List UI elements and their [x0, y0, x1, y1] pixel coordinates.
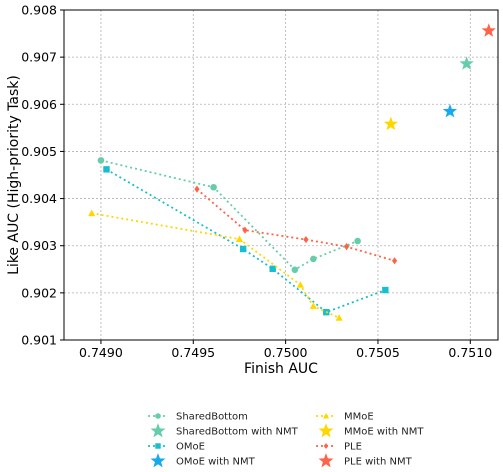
legend: SharedBottom SharedBottom with NMT OMoE OMo…: [148, 412, 424, 468]
data-point: [269, 265, 276, 273]
x-tick-label: 0.7490: [79, 345, 123, 360]
x-tick-label: 0.7495: [171, 345, 215, 360]
legend-marker: [150, 453, 166, 468]
data-point: [242, 226, 248, 234]
legend-label: MMoE with NMT: [344, 427, 424, 438]
grid: [64, 9, 498, 341]
legend-item: MMoE with NMT: [318, 423, 424, 438]
series-4: [88, 209, 343, 321]
data-point: [291, 266, 299, 274]
data-point: [210, 183, 217, 191]
series-line: [196, 188, 395, 262]
legend-marker: [155, 443, 161, 449]
y-tick-label: 0.904: [21, 191, 57, 206]
data-point: [194, 185, 200, 193]
legend-item: SharedBottom with NMT: [150, 423, 299, 438]
data-point: [296, 281, 304, 288]
data-point: [459, 56, 474, 70]
legend-item: MMoE: [316, 412, 374, 423]
y-tick-label: 0.907: [21, 50, 57, 65]
data-point: [309, 302, 317, 309]
y-tick-label: 0.903: [21, 238, 57, 253]
y-tick-label: 0.908: [21, 3, 57, 18]
legend-marker: [318, 453, 334, 468]
legend-label: PLE with NMT: [344, 457, 413, 468]
legend-item: PLE: [316, 442, 362, 453]
data-point: [310, 255, 317, 263]
data-point: [88, 209, 96, 217]
legend-label: SharedBottom: [176, 412, 248, 423]
y-tick-label: 0.901: [21, 333, 57, 348]
y-tick-label: 0.902: [21, 285, 57, 300]
data-point: [235, 235, 244, 242]
data-point: [383, 116, 399, 131]
plot-frame: [63, 9, 499, 341]
data-point: [442, 103, 458, 118]
series-1: [459, 56, 474, 70]
legend-item: PLE with NMT: [318, 453, 413, 468]
y-tick-label: 0.906: [21, 97, 57, 112]
legend-label: OMoE: [176, 442, 205, 453]
legend-item: OMoE with NMT: [150, 453, 256, 468]
series-5: [383, 116, 399, 131]
data-point: [335, 314, 343, 321]
series-line: [100, 159, 358, 271]
legend-marker: [150, 423, 166, 438]
x-axis-label: Finish AUC: [244, 361, 318, 377]
legend-marker: [322, 412, 330, 419]
data-point: [103, 166, 110, 173]
series-7: [481, 23, 496, 37]
series-0: [97, 157, 361, 274]
data-point: [239, 245, 247, 253]
y-axis-label: Like AUC (High-priority Task): [6, 75, 22, 275]
legend-item: OMoE: [148, 442, 205, 453]
legend-label: MMoE: [344, 412, 374, 423]
data-point: [391, 257, 398, 265]
x-tick-label: 0.7510: [448, 345, 492, 360]
series-line: [106, 168, 386, 314]
legend-marker: [155, 413, 161, 419]
data-point: [343, 243, 350, 251]
data-point: [382, 286, 389, 294]
x-tick-label: 0.7500: [264, 345, 308, 360]
legend-label: OMoE with NMT: [176, 457, 256, 468]
series-line: [91, 212, 340, 319]
legend-item: SharedBottom: [148, 412, 248, 423]
legend-label: SharedBottom with NMT: [176, 427, 299, 438]
legend-marker: [323, 442, 329, 450]
data-point: [481, 23, 496, 37]
x-tick-label: 0.7505: [356, 345, 400, 360]
legend-label: PLE: [344, 442, 362, 453]
data-point: [97, 157, 105, 164]
legend-marker: [318, 423, 334, 438]
y-tick-label: 0.905: [21, 144, 57, 159]
data-point: [354, 237, 361, 245]
series-6: [194, 185, 398, 265]
data-point: [303, 235, 309, 244]
series-3: [442, 103, 458, 118]
